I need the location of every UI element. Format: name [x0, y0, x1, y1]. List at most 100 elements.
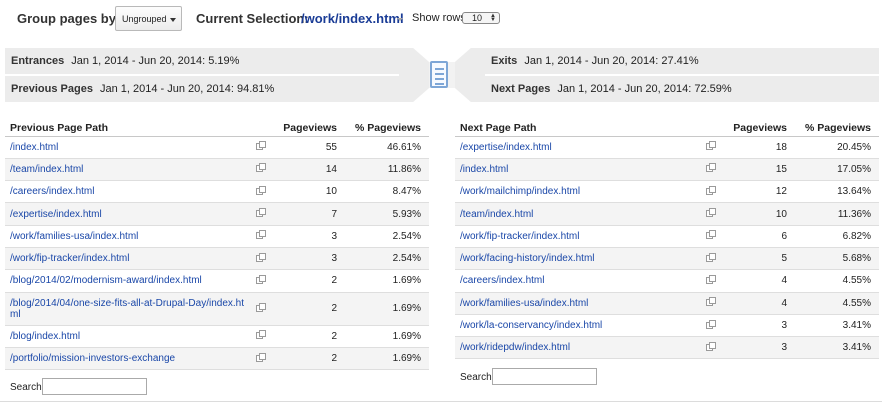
external-link-icon[interactable] — [706, 274, 716, 284]
pageviews-value: 3 — [715, 336, 795, 360]
external-link-icon[interactable] — [706, 252, 716, 262]
pct-pageviews-value: 4.55% — [795, 269, 879, 293]
page-path-link[interactable]: /portfolio/mission-investors-exchange — [10, 353, 176, 365]
page-path-link[interactable]: /index.html — [460, 163, 509, 175]
pageviews-value: 55 — [265, 136, 345, 159]
column-header-path[interactable]: Previous Page Path — [5, 119, 251, 137]
external-link-icon[interactable] — [256, 230, 266, 240]
pct-pageviews-value: 17.05% — [795, 158, 879, 182]
pct-pageviews-value: 3.41% — [795, 336, 879, 360]
page-path-link[interactable]: /work/la-conservancy/index.html — [460, 320, 603, 332]
external-link-icon[interactable] — [256, 252, 266, 262]
current-selection-label: Current Selection: — [196, 11, 309, 26]
column-header-pct-pageviews[interactable]: % Pageviews — [795, 119, 879, 137]
external-link-icon[interactable] — [256, 330, 266, 340]
show-rows-select[interactable]: 10 ▲ ▼ — [462, 12, 500, 24]
divider — [0, 401, 882, 402]
column-header-path[interactable]: Next Page Path — [455, 119, 701, 137]
toolbar: Group pages by: Ungrouped Current Select… — [0, 0, 882, 40]
column-header-pageviews[interactable]: Pageviews — [265, 119, 345, 137]
external-link-icon[interactable] — [256, 185, 266, 195]
group-pages-label: Group pages by: — [17, 11, 121, 26]
page-path-link[interactable]: /team/index.html — [460, 208, 534, 220]
pct-pageviews-value: 46.61% — [345, 136, 429, 159]
page-path-link[interactable]: /team/index.html — [10, 163, 84, 175]
selection-dropdown-icon[interactable] — [397, 18, 403, 21]
stepper-arrows-icon: ▲ ▼ — [490, 13, 496, 23]
page-path-link[interactable]: /blog/2014/02/modernism-award/index.html — [10, 275, 202, 287]
external-link-icon[interactable] — [706, 141, 716, 151]
page-path-link[interactable]: /work/fip-tracker/index.html — [460, 230, 580, 242]
pageviews-value: 6 — [715, 225, 795, 248]
page-path-link[interactable]: /blog/2014/04/one-size-fits-all-at-Drupa… — [10, 297, 245, 320]
group-pages-select[interactable]: Ungrouped — [115, 6, 182, 31]
pageviews-value: 3 — [715, 314, 795, 338]
table-row: /work/facing-history/index.html 5 5.68% — [455, 247, 879, 271]
entrances-label: Entrances — [11, 55, 65, 67]
exits-metric: Exits Jan 1, 2014 - Jun 20, 2014: 27.41% — [485, 48, 879, 74]
next-pages-metric: Next Pages Jan 1, 2014 - Jun 20, 2014: 7… — [485, 76, 879, 102]
page-path-link[interactable]: /work/facing-history/index.html — [460, 253, 595, 265]
previous-search-input[interactable] — [42, 378, 147, 395]
current-selection-value[interactable]: /work/index.html — [301, 11, 404, 26]
pct-pageviews-value: 1.69% — [345, 347, 429, 371]
previous-pages-label: Previous Pages — [11, 83, 93, 95]
external-link-icon[interactable] — [256, 302, 266, 312]
exits-label: Exits — [491, 55, 518, 67]
pct-pageviews-value: 4.55% — [795, 292, 879, 315]
pageviews-value: 3 — [265, 225, 345, 248]
pageviews-value: 4 — [715, 292, 795, 315]
page-path-link[interactable]: /careers/index.html — [460, 275, 545, 287]
pageviews-value: 12 — [715, 180, 795, 204]
pageviews-value: 7 — [265, 202, 345, 226]
table-row: /careers/index.html 10 8.47% — [5, 180, 429, 204]
external-link-icon[interactable] — [256, 163, 266, 173]
pageviews-value: 2 — [265, 347, 345, 371]
page-path-link[interactable]: /work/ridepdw/index.html — [460, 342, 571, 354]
previous-pages-table: Previous Page Path Pageviews % Pageviews… — [5, 119, 429, 371]
show-rows-value: 10 — [472, 13, 483, 23]
page-path-link[interactable]: /expertise/index.html — [10, 208, 102, 220]
page-path-link[interactable]: /work/families-usa/index.html — [10, 230, 139, 242]
pct-pageviews-value: 2.54% — [345, 247, 429, 271]
page-path-link[interactable]: /expertise/index.html — [460, 141, 552, 153]
external-link-icon[interactable] — [256, 208, 266, 218]
table-row: /portfolio/mission-investors-exchange 2 … — [5, 347, 429, 371]
external-link-icon[interactable] — [256, 141, 266, 151]
column-header-pageviews[interactable]: Pageviews — [715, 119, 795, 137]
page-path-link[interactable]: /work/mailchimp/index.html — [460, 186, 581, 198]
external-link-icon[interactable] — [256, 274, 266, 284]
pageviews-value: 2 — [265, 269, 345, 293]
external-link-icon[interactable] — [706, 319, 716, 329]
table-row: /blog/index.html 2 1.69% — [5, 325, 429, 348]
previous-search-label: Search: — [10, 382, 45, 393]
table-row: /blog/2014/02/modernism-award/index.html… — [5, 269, 429, 293]
column-header-pct-pageviews[interactable]: % Pageviews — [345, 119, 429, 137]
external-link-icon[interactable] — [706, 163, 716, 173]
page-path-link[interactable]: /blog/index.html — [10, 330, 81, 342]
exits-value: Jan 1, 2014 - Jun 20, 2014: 27.41% — [524, 55, 699, 67]
pageviews-value: 5 — [715, 247, 795, 271]
pct-pageviews-value: 8.47% — [345, 180, 429, 204]
page-path-link[interactable]: /work/fip-tracker/index.html — [10, 253, 130, 265]
table-row: /careers/index.html 4 4.55% — [455, 269, 879, 293]
external-link-icon[interactable] — [706, 297, 716, 307]
next-search-label: Search: — [460, 372, 495, 383]
next-pages-value: Jan 1, 2014 - Jun 20, 2014: 72.59% — [557, 83, 732, 95]
table-row: /work/families-usa/index.html 3 2.54% — [5, 225, 429, 248]
next-pages-table: Next Page Path Pageviews % Pageviews /ex… — [455, 119, 879, 360]
pageviews-value: 2 — [265, 325, 345, 348]
page-path-link[interactable]: /careers/index.html — [10, 186, 95, 198]
external-link-icon[interactable] — [706, 230, 716, 240]
external-link-icon[interactable] — [706, 185, 716, 195]
chevron-down-icon — [170, 18, 176, 22]
external-link-icon[interactable] — [256, 352, 266, 362]
external-link-icon[interactable] — [706, 208, 716, 218]
page-path-link[interactable]: /work/families-usa/index.html — [460, 297, 589, 309]
external-link-icon[interactable] — [706, 341, 716, 351]
page-path-link[interactable]: /index.html — [10, 141, 59, 153]
table-row: /index.html 15 17.05% — [455, 158, 879, 182]
table-row: /work/fip-tracker/index.html 3 2.54% — [5, 247, 429, 271]
next-search-input[interactable] — [492, 368, 597, 385]
page-icon — [430, 61, 448, 88]
